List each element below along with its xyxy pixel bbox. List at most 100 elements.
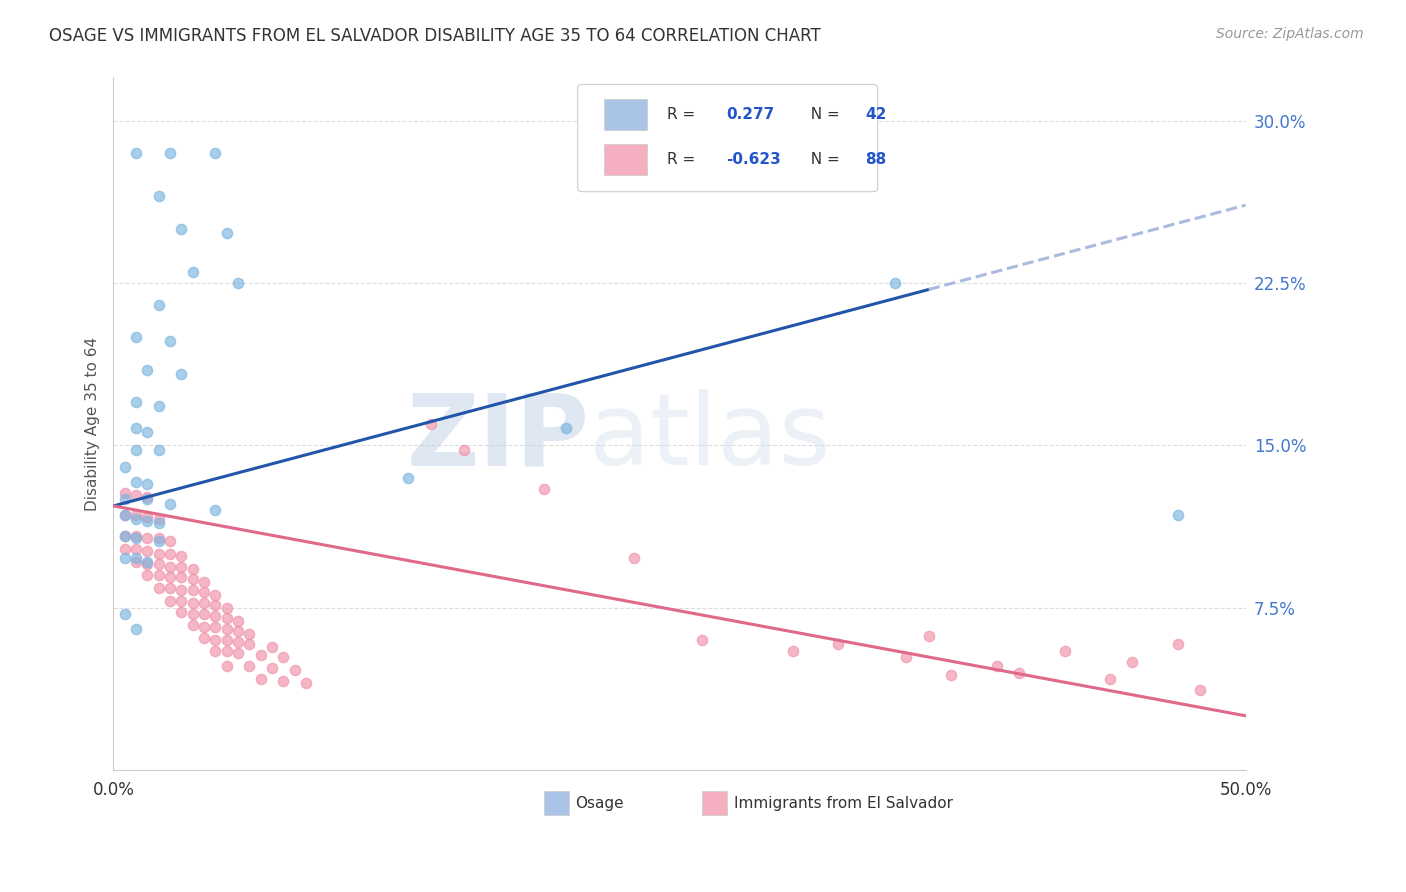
- Point: [273, 650, 295, 665]
- Point: [215, 659, 238, 673]
- Point: [226, 635, 249, 649]
- FancyBboxPatch shape: [544, 790, 568, 815]
- Point: [125, 542, 148, 557]
- FancyBboxPatch shape: [578, 85, 877, 192]
- Point: [193, 596, 215, 610]
- Text: Source: ZipAtlas.com: Source: ZipAtlas.com: [1216, 27, 1364, 41]
- Point: [159, 559, 181, 574]
- Point: [148, 532, 170, 546]
- Point: [136, 558, 159, 572]
- Point: [125, 488, 148, 502]
- Point: [533, 482, 555, 496]
- Point: [159, 497, 181, 511]
- Text: Osage: Osage: [575, 796, 624, 811]
- Text: R =: R =: [666, 152, 700, 167]
- Point: [260, 640, 283, 654]
- Point: [148, 581, 170, 595]
- Point: [941, 667, 963, 681]
- Point: [1167, 508, 1189, 522]
- Point: [159, 146, 181, 161]
- Point: [159, 334, 181, 349]
- Point: [114, 529, 136, 543]
- FancyBboxPatch shape: [702, 790, 727, 815]
- Point: [136, 490, 159, 504]
- Point: [148, 442, 170, 457]
- Point: [125, 512, 148, 526]
- Point: [226, 624, 249, 639]
- Point: [226, 614, 249, 628]
- Text: 88: 88: [865, 152, 887, 167]
- Point: [114, 607, 136, 621]
- Point: [125, 508, 148, 522]
- Point: [114, 508, 136, 522]
- Point: [260, 661, 283, 675]
- Point: [136, 509, 159, 524]
- Text: OSAGE VS IMMIGRANTS FROM EL SALVADOR DISABILITY AGE 35 TO 64 CORRELATION CHART: OSAGE VS IMMIGRANTS FROM EL SALVADOR DIS…: [49, 27, 821, 45]
- Point: [284, 664, 307, 678]
- Point: [125, 395, 148, 409]
- Point: [170, 222, 193, 236]
- Point: [170, 583, 193, 598]
- Point: [204, 599, 226, 613]
- Point: [125, 529, 148, 543]
- Point: [215, 633, 238, 648]
- Point: [148, 189, 170, 203]
- Point: [181, 562, 204, 576]
- Point: [1008, 665, 1031, 680]
- Point: [226, 646, 249, 660]
- Text: ZIP: ZIP: [406, 389, 589, 486]
- Point: [148, 400, 170, 414]
- Point: [114, 492, 136, 507]
- Text: N =: N =: [801, 107, 845, 121]
- Point: [1053, 644, 1076, 658]
- Point: [114, 542, 136, 557]
- Text: -0.623: -0.623: [725, 152, 780, 167]
- Point: [295, 676, 318, 690]
- Point: [1167, 637, 1189, 651]
- Point: [125, 146, 148, 161]
- Point: [181, 618, 204, 632]
- Point: [181, 265, 204, 279]
- Point: [181, 583, 204, 598]
- FancyBboxPatch shape: [603, 98, 647, 129]
- Point: [136, 532, 159, 546]
- Point: [148, 547, 170, 561]
- Point: [170, 367, 193, 381]
- Point: [148, 533, 170, 548]
- Point: [204, 620, 226, 634]
- Point: [148, 298, 170, 312]
- Point: [883, 276, 905, 290]
- Point: [125, 550, 148, 565]
- Point: [136, 514, 159, 528]
- Point: [136, 362, 159, 376]
- Point: [170, 605, 193, 619]
- Point: [623, 550, 645, 565]
- Point: [555, 421, 578, 435]
- Point: [894, 650, 917, 665]
- Point: [170, 549, 193, 563]
- Point: [114, 508, 136, 522]
- Point: [986, 659, 1008, 673]
- Point: [181, 596, 204, 610]
- Point: [690, 633, 713, 648]
- Point: [204, 633, 226, 648]
- Point: [193, 574, 215, 589]
- Y-axis label: Disability Age 35 to 64: Disability Age 35 to 64: [86, 336, 100, 511]
- Point: [125, 532, 148, 546]
- Point: [181, 573, 204, 587]
- Point: [238, 659, 260, 673]
- Point: [170, 594, 193, 608]
- Point: [114, 529, 136, 543]
- Point: [215, 622, 238, 636]
- Point: [114, 459, 136, 474]
- Point: [136, 568, 159, 582]
- Point: [204, 588, 226, 602]
- Point: [159, 547, 181, 561]
- Point: [148, 568, 170, 582]
- Point: [249, 648, 271, 663]
- FancyBboxPatch shape: [603, 144, 647, 175]
- Text: 42: 42: [865, 107, 887, 121]
- Point: [918, 629, 941, 643]
- Point: [204, 503, 226, 517]
- Text: 0.277: 0.277: [725, 107, 775, 121]
